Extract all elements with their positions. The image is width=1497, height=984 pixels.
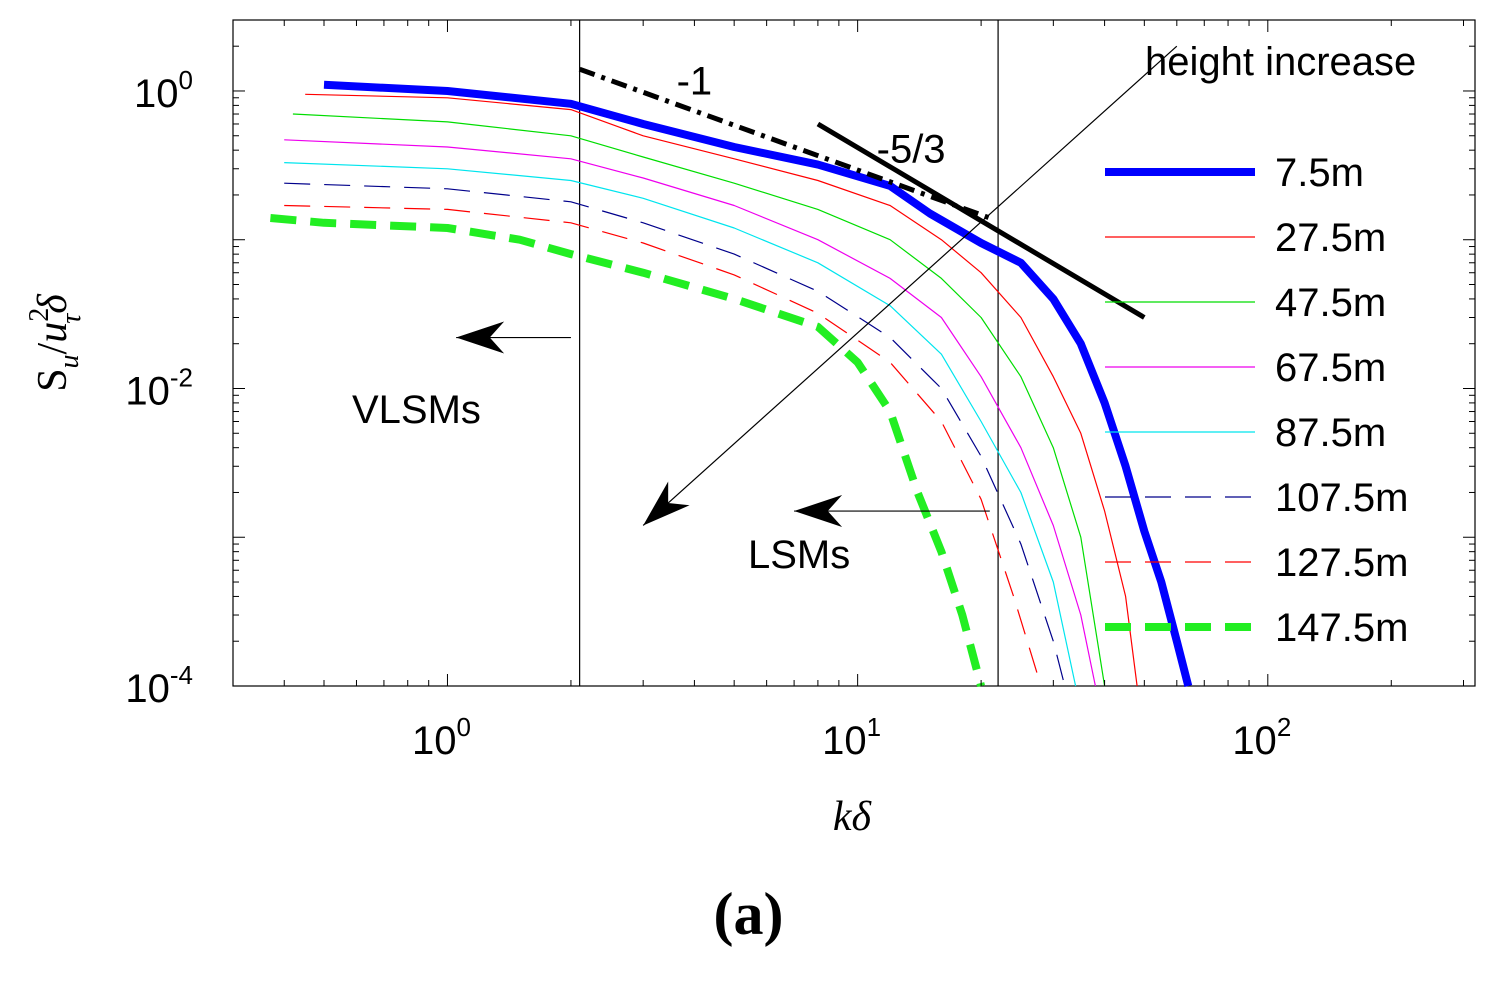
slope-minus-1-label: -1: [677, 59, 713, 103]
panel-label: (a): [713, 881, 784, 947]
series-line-87-5m: [284, 162, 1077, 687]
x-tick-label: 101: [822, 712, 881, 763]
series-line-147-5m: [270, 214, 985, 688]
lsms-arrow: [794, 495, 990, 528]
y-axis-label: Su/u2τδ: [24, 293, 87, 392]
legend-label: 27.5m: [1275, 216, 1386, 260]
series-line-107-5m: [284, 182, 1066, 687]
arrow-head: [794, 495, 843, 528]
series-line--5-3-slope: [816, 121, 1146, 320]
y-tick-label: 10-2: [125, 362, 193, 413]
x-axis-label: kδ: [833, 794, 873, 840]
series-line-27-5m: [305, 93, 1138, 687]
arrow-head: [456, 321, 505, 354]
plot-frame: [232, 19, 1476, 687]
legend-label: 107.5m: [1275, 476, 1408, 520]
ticks: 100 101 102 100 10-2 10-4: [125, 19, 1475, 763]
height-increase-label: height increase: [1145, 40, 1416, 84]
series-line-67-5m: [284, 139, 1096, 687]
chart: height increase -1 -5/3 VLSMs LSMs 100 101 102…: [24, 19, 1476, 840]
slope-minus-5-3-label: -5/3: [877, 128, 946, 172]
x-tick-label: 100: [412, 712, 471, 763]
legend-label: 67.5m: [1275, 346, 1386, 390]
guide-lines: [579, 20, 999, 686]
axes-frame: [232, 19, 1476, 687]
vlsms-arrow: [456, 321, 571, 354]
series-line-7-5m: [323, 80, 1193, 687]
y-tick-label: 100: [134, 65, 193, 116]
x-tick-label: 102: [1232, 712, 1291, 763]
arrow-head: [643, 481, 690, 526]
vlsms-label: VLSMs: [352, 388, 481, 432]
series-line--1-slope: [578, 66, 991, 221]
lsms-label: LSMs: [748, 533, 850, 577]
legend: 7.5m 27.5m 47.5m 67.5m 87.5m 107.5m 127.5m 147.…: [1105, 151, 1408, 650]
series-layer: [270, 66, 1193, 688]
legend-label: 127.5m: [1275, 541, 1408, 585]
legend-label: 147.5m: [1275, 606, 1408, 650]
series-line-127-5m: [284, 204, 1042, 687]
legend-label: 87.5m: [1275, 411, 1386, 455]
legend-label: 47.5m: [1275, 281, 1386, 325]
y-tick-label: 10-4: [125, 660, 193, 711]
height-increase-arrow: [642, 45, 1178, 526]
arrow-shaft: [642, 45, 1178, 526]
axis-labels: kδ Su/u2τδ: [24, 293, 873, 840]
annotations: height increase -1 -5/3 VLSMs LSMs: [352, 40, 1416, 577]
legend-label: 7.5m: [1275, 151, 1364, 195]
series-line-47-5m: [292, 113, 1106, 687]
